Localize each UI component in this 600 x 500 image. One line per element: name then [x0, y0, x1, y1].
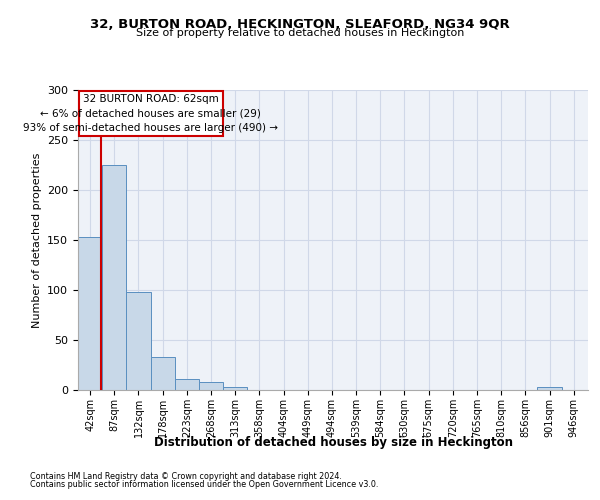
Y-axis label: Number of detached properties: Number of detached properties [32, 152, 41, 328]
Bar [102, 165, 127, 390]
Text: 32, BURTON ROAD, HECKINGTON, SLEAFORD, NG34 9QR: 32, BURTON ROAD, HECKINGTON, SLEAFORD, N… [90, 18, 510, 30]
Text: 32 BURTON ROAD: 62sqm
← 6% of detached houses are smaller (29)
93% of semi-detac: 32 BURTON ROAD: 62sqm ← 6% of detached h… [23, 94, 278, 134]
FancyBboxPatch shape [79, 91, 223, 136]
Bar [127, 292, 151, 390]
Text: Contains HM Land Registry data © Crown copyright and database right 2024.: Contains HM Land Registry data © Crown c… [30, 472, 342, 481]
Bar [151, 357, 175, 390]
Text: Distribution of detached houses by size in Heckington: Distribution of detached houses by size … [154, 436, 512, 449]
Text: Contains public sector information licensed under the Open Government Licence v3: Contains public sector information licen… [30, 480, 379, 489]
Text: Size of property relative to detached houses in Heckington: Size of property relative to detached ho… [136, 28, 464, 38]
Bar [223, 387, 247, 390]
Bar [78, 237, 102, 390]
Bar [538, 387, 562, 390]
Bar [175, 379, 199, 390]
Bar [199, 382, 223, 390]
